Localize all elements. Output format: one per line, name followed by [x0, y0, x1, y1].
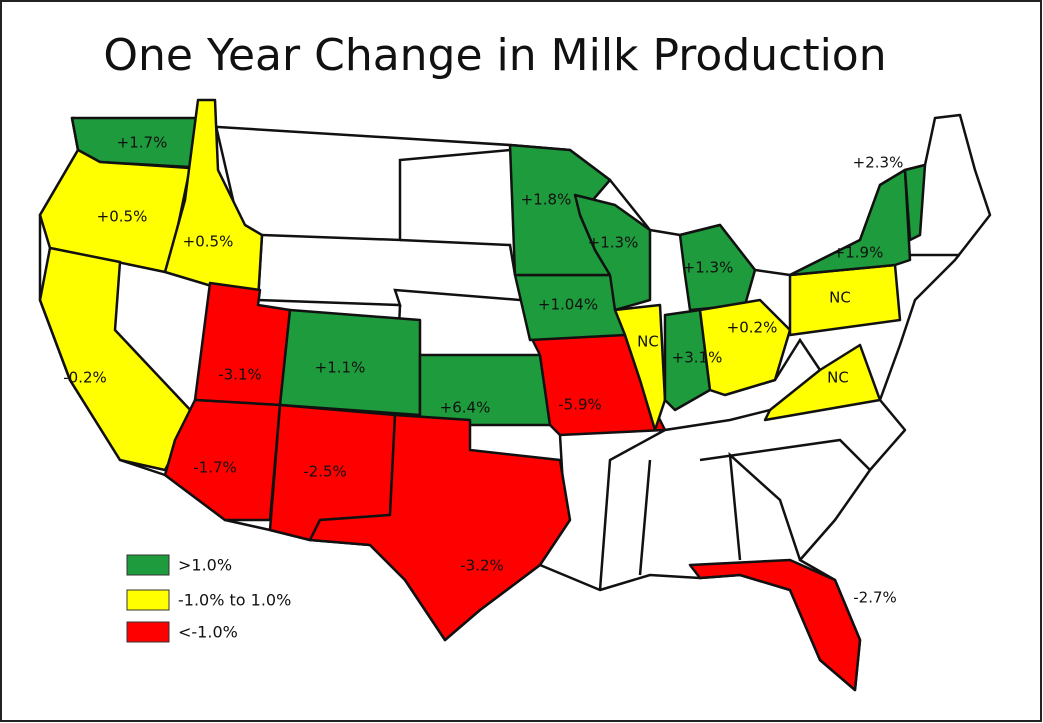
- state: [763, 343, 882, 422]
- legend-label: -1.0% to 1.0%: [178, 591, 291, 610]
- map-title: One Year Change in Milk Production: [103, 30, 886, 81]
- state-label: +1.8%: [521, 191, 572, 209]
- state-label: NC: [637, 333, 659, 351]
- state-label: +1.3%: [588, 234, 639, 252]
- state-label: +1.7%: [117, 134, 168, 152]
- state: [308, 413, 572, 642]
- state-label: -3.2%: [460, 557, 504, 575]
- state-label: +3.1%: [672, 349, 723, 367]
- legend-label: <-1.0%: [178, 623, 238, 642]
- state-label: +0.5%: [183, 233, 234, 251]
- state-label: +0.5%: [97, 208, 148, 226]
- state-label: +1.3%: [683, 259, 734, 277]
- state-label: -0.2%: [63, 369, 107, 387]
- state-label: +1.04%: [538, 296, 598, 314]
- border: [638, 459, 652, 576]
- state-label: +2.3%: [853, 154, 904, 172]
- state-label: +0.2%: [727, 319, 778, 337]
- border: [728, 451, 802, 561]
- legend: >1.0% -1.0% to 1.0% <-1.0%: [126, 554, 291, 643]
- border: [699, 438, 871, 471]
- state: [38, 246, 197, 472]
- state-label: -2.5%: [303, 463, 347, 481]
- state-label: +1.9%: [833, 244, 884, 262]
- border: [399, 238, 517, 276]
- state-label: -5.9%: [558, 396, 602, 414]
- state-label: NC: [829, 289, 851, 307]
- state-label: +6.4%: [440, 399, 491, 417]
- state-label: NC: [827, 369, 849, 387]
- legend-label: >1.0%: [178, 556, 232, 575]
- state: [688, 558, 862, 692]
- state: [163, 98, 264, 302]
- legend-swatch: [126, 554, 170, 576]
- state-label: -2.7%: [853, 589, 897, 607]
- state-label: -3.1%: [218, 366, 262, 384]
- state-labels: +1.7% +0.5% +0.5% -0.2% -3.1% +1.1% +6.4…: [63, 134, 903, 607]
- map: [38, 98, 992, 692]
- state-label: +1.1%: [315, 359, 366, 377]
- legend-swatch: [126, 589, 170, 611]
- legend-swatch: [126, 621, 170, 643]
- state: [903, 163, 927, 242]
- state: [613, 303, 667, 432]
- state: [663, 308, 712, 412]
- state-label: -1.7%: [193, 459, 237, 477]
- state: [698, 298, 792, 397]
